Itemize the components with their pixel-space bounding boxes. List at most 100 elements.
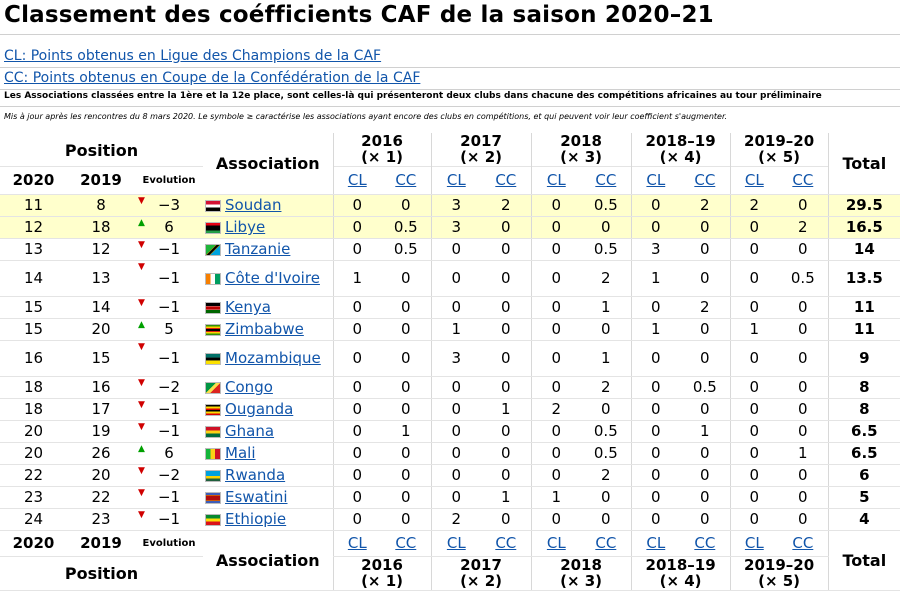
cc-column-footer[interactable]: CC	[694, 534, 716, 552]
rank-2019: 16	[67, 376, 135, 399]
cl-column-header[interactable]: CL	[744, 170, 764, 189]
total-cell: 13.5	[827, 260, 900, 297]
rank-2020: 18	[0, 398, 67, 421]
table-row: 15 20 ▲ 5 Zimbabwe 0 0 1 0 0 0 1 0 1 0 11	[0, 318, 900, 341]
cl-column-footer[interactable]: CL	[646, 534, 666, 552]
cl-points-cell: 0	[332, 318, 382, 341]
cl-points-cell: 1	[530, 486, 582, 509]
cc-column-header[interactable]: CC	[395, 170, 417, 189]
cl-points-cell: 0	[630, 442, 681, 465]
rank-2020: 12	[0, 216, 67, 239]
divider	[0, 67, 900, 68]
cc-points-cell: 1	[381, 420, 432, 443]
country-link[interactable]: Ethiopie	[225, 510, 287, 528]
uganda-flag-icon	[205, 403, 222, 416]
country-link[interactable]: Côte d'Ivoire	[225, 269, 320, 287]
cc-points-cell: 0	[581, 508, 632, 531]
country-link[interactable]: Mali	[225, 444, 256, 462]
cc-points-cell: 0.5	[581, 442, 632, 465]
rank-2019: 8	[67, 194, 135, 217]
cc-points-cell: 2	[581, 260, 632, 297]
cl-points-cell: 2	[430, 508, 482, 531]
total-footer: Total	[827, 530, 900, 591]
season-2018-header: 2018 (× 3)	[530, 133, 632, 167]
country-link[interactable]: Eswatini	[225, 488, 288, 506]
arrow-down-icon: ▼	[138, 421, 145, 432]
cc-column-header[interactable]: CC	[792, 170, 814, 189]
table-row: 13 12 ▼ −1 Tanzanie 0 0.5 0 0 0 0.5 3 0 0 0 14	[0, 238, 900, 261]
country-link[interactable]: Rwanda	[225, 466, 286, 484]
cc-points-cell: 1	[581, 296, 632, 319]
mali-flag-icon	[205, 447, 222, 460]
arrow-down-icon: ▼	[138, 399, 145, 410]
country-link[interactable]: Ghana	[225, 422, 275, 440]
evolution-value: 5	[164, 320, 174, 338]
rank-2019: 22	[67, 486, 135, 509]
rank-2020: 20	[0, 442, 67, 465]
association-cell: Mozambique	[203, 340, 334, 377]
qualification-note: Les Associations classées entre la 1ère …	[4, 91, 822, 101]
cc-points-cell: 0	[481, 420, 532, 443]
cc-column-header[interactable]: CC	[694, 170, 716, 189]
cc-points-cell: 0	[778, 486, 829, 509]
cl-column-footer[interactable]: CL	[347, 534, 367, 552]
kenya-flag-icon	[205, 301, 222, 314]
season-2017-header: 2017 (× 2)	[430, 133, 532, 167]
association-cell: Zimbabwe	[203, 318, 334, 341]
arrow-up-icon: ▲	[138, 217, 145, 228]
cl-points-cell: 0	[729, 398, 779, 421]
cl-points-cell: 0	[430, 238, 482, 261]
cc-column-header[interactable]: CC	[495, 170, 517, 189]
cl-column-header[interactable]: CL	[646, 170, 666, 189]
evolution-value: 6	[164, 218, 174, 236]
association-cell: Côte d'Ivoire	[203, 260, 334, 297]
cl-points-cell: 0	[530, 216, 582, 239]
country-link[interactable]: Soudan	[225, 196, 282, 214]
year-2019-header: 2019	[67, 166, 135, 195]
year-2020-footer: 2020	[0, 530, 67, 557]
evolution-cell: ▲ 6	[135, 442, 204, 465]
country-link[interactable]: Ouganda	[225, 400, 294, 418]
association-cell: Libye	[203, 216, 334, 239]
zimbabwe-flag-icon	[205, 323, 222, 336]
rank-2019: 15	[67, 340, 135, 377]
cl-column-footer[interactable]: CL	[546, 534, 566, 552]
country-link[interactable]: Kenya	[225, 298, 271, 316]
country-link[interactable]: Zimbabwe	[225, 320, 304, 338]
arrow-down-icon: ▼	[138, 341, 145, 352]
cl-legend-link[interactable]: CL: Points obtenus en Ligue des Champion…	[4, 48, 382, 64]
country-link[interactable]: Congo	[225, 378, 273, 396]
cc-legend-link[interactable]: CC: Points obtenus en Coupe de la Conféd…	[4, 70, 421, 86]
sudan-flag-icon	[205, 199, 222, 212]
country-link[interactable]: Mozambique	[225, 349, 321, 367]
cc-points-cell: 0	[680, 398, 731, 421]
cl-points-cell: 0	[630, 194, 681, 217]
cl-points-cell: 0	[332, 296, 382, 319]
cc-points-cell: 0	[381, 398, 432, 421]
cc-column-header[interactable]: CC	[595, 170, 617, 189]
cl-column-header[interactable]: CL	[546, 170, 566, 189]
rank-2020: 20	[0, 420, 67, 443]
country-link[interactable]: Tanzanie	[225, 240, 291, 258]
rank-2020: 14	[0, 260, 67, 297]
cl-column-footer[interactable]: CL	[446, 534, 466, 552]
cc-column-footer[interactable]: CC	[792, 534, 814, 552]
table-row: 24 23 ▼ −1 Ethiopie 0 0 2 0 0 0 0 0 0 0 4	[0, 508, 900, 531]
cc-points-cell: 0.5	[381, 216, 432, 239]
arrow-down-icon: ▼	[138, 377, 145, 388]
cc-column-footer[interactable]: CC	[495, 534, 517, 552]
season-2019-20-footer: 2019–20 (× 5)	[729, 556, 829, 591]
cl-column-footer[interactable]: CL	[744, 534, 764, 552]
cc-points-cell: 2	[778, 216, 829, 239]
cc-points-cell: 0	[481, 442, 532, 465]
cc-column-footer[interactable]: CC	[395, 534, 417, 552]
cl-points-cell: 0	[630, 420, 681, 443]
cc-column-footer[interactable]: CC	[595, 534, 617, 552]
cl-points-cell: 1	[729, 318, 779, 341]
evolution-value: −1	[157, 240, 181, 258]
cl-column-header[interactable]: CL	[347, 170, 367, 189]
rank-2019: 20	[67, 318, 135, 341]
cl-points-cell: 0	[630, 296, 681, 319]
cl-column-header[interactable]: CL	[446, 170, 466, 189]
country-link[interactable]: Libye	[225, 218, 266, 236]
